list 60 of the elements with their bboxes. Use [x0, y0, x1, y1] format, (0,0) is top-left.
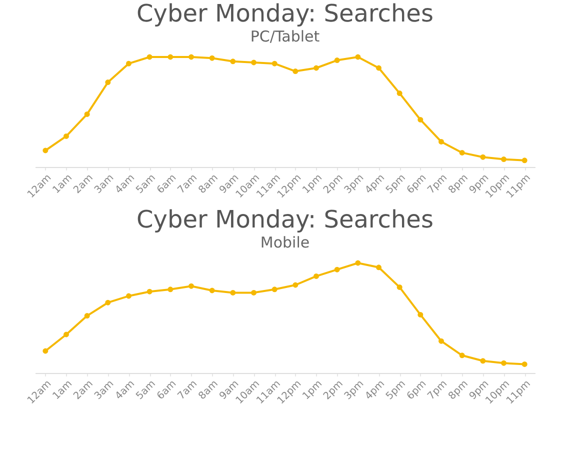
point	[480, 358, 486, 364]
point	[188, 54, 194, 60]
point	[126, 293, 132, 299]
point	[501, 156, 506, 162]
point	[230, 290, 236, 296]
point	[188, 283, 194, 289]
point	[146, 288, 152, 294]
x-tick-label: 6am	[155, 172, 179, 196]
x-tick-label: 6pm	[405, 172, 429, 196]
point	[42, 148, 48, 154]
point	[146, 54, 152, 60]
point	[272, 286, 278, 292]
point	[168, 286, 174, 292]
point	[64, 133, 69, 139]
point	[292, 68, 298, 74]
x-tick-label: 6pm	[405, 378, 429, 402]
x-tick-label: 4am	[114, 378, 138, 402]
point	[251, 290, 256, 296]
point	[84, 111, 90, 117]
point	[355, 54, 361, 60]
x-tick-label: 7am	[176, 172, 200, 196]
x-tick-label: 4am	[114, 172, 138, 196]
point	[480, 154, 486, 160]
point	[334, 266, 340, 272]
point	[126, 60, 132, 66]
chart-subtitle: PC/Tablet	[250, 27, 320, 46]
point	[84, 313, 90, 319]
point	[459, 352, 465, 358]
point	[418, 116, 424, 122]
point	[501, 360, 506, 366]
point	[459, 150, 465, 156]
point	[64, 332, 69, 338]
point	[522, 361, 528, 367]
point	[105, 80, 111, 86]
point	[251, 60, 256, 66]
chart-subtitle: Mobile	[260, 233, 310, 252]
point	[522, 158, 528, 164]
point	[396, 284, 402, 290]
point	[418, 312, 424, 318]
point	[168, 54, 174, 60]
point	[272, 60, 278, 66]
x-tick-label: 6am	[155, 378, 179, 402]
point	[438, 338, 444, 344]
point	[438, 138, 444, 144]
point	[105, 300, 111, 306]
chart-title: Cyber Monday: Searches	[136, 0, 434, 28]
point	[396, 90, 402, 96]
point	[376, 264, 382, 270]
x-tick-label: 7am	[176, 378, 200, 402]
point	[334, 58, 340, 64]
point	[209, 288, 215, 294]
point	[42, 348, 48, 354]
point	[292, 282, 298, 288]
point	[376, 65, 382, 71]
chart-title: Cyber Monday: Searches	[136, 205, 434, 234]
point	[355, 260, 361, 266]
point	[314, 273, 319, 279]
point	[230, 58, 236, 64]
point	[209, 55, 215, 61]
point	[314, 65, 319, 71]
